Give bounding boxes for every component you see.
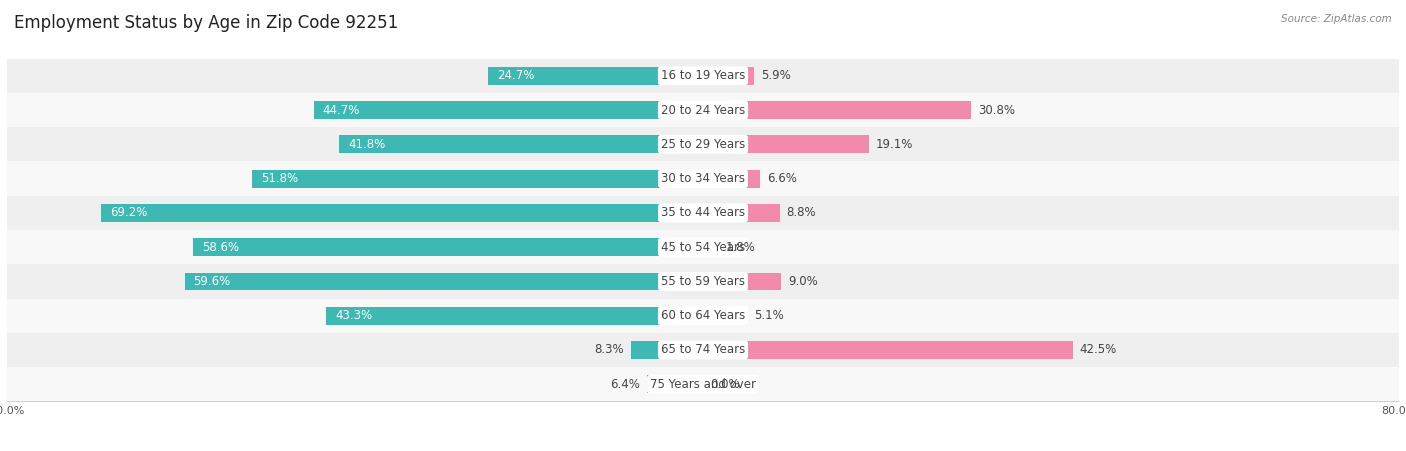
Text: 0.0%: 0.0% — [710, 378, 740, 391]
Text: 75 Years and over: 75 Years and over — [650, 378, 756, 391]
FancyBboxPatch shape — [7, 59, 1399, 93]
Text: 6.6%: 6.6% — [768, 172, 797, 185]
Text: 42.5%: 42.5% — [1080, 344, 1116, 356]
Text: 45 to 54 Years: 45 to 54 Years — [661, 241, 745, 253]
Text: 41.8%: 41.8% — [349, 138, 385, 151]
Text: 20 to 24 Years: 20 to 24 Years — [661, 104, 745, 116]
Bar — [703, 238, 718, 256]
Bar — [631, 341, 703, 359]
FancyBboxPatch shape — [7, 264, 1399, 299]
Text: 1.8%: 1.8% — [725, 241, 755, 253]
Bar — [703, 170, 761, 188]
Text: 8.3%: 8.3% — [595, 344, 624, 356]
Bar — [703, 101, 972, 119]
Text: 35 to 44 Years: 35 to 44 Years — [661, 207, 745, 219]
FancyBboxPatch shape — [7, 161, 1399, 196]
Text: 24.7%: 24.7% — [496, 69, 534, 82]
FancyBboxPatch shape — [7, 196, 1399, 230]
Bar — [703, 341, 1073, 359]
Text: Source: ZipAtlas.com: Source: ZipAtlas.com — [1281, 14, 1392, 23]
Text: 16 to 19 Years: 16 to 19 Years — [661, 69, 745, 82]
Bar — [703, 67, 755, 85]
Bar — [314, 101, 703, 119]
Bar — [184, 272, 703, 290]
Bar — [101, 204, 703, 222]
Bar — [252, 170, 703, 188]
FancyBboxPatch shape — [7, 333, 1399, 367]
Bar — [326, 307, 703, 325]
Legend: In Labor Force, Unemployed: In Labor Force, Unemployed — [598, 448, 808, 451]
Text: 44.7%: 44.7% — [323, 104, 360, 116]
FancyBboxPatch shape — [7, 127, 1399, 161]
FancyBboxPatch shape — [7, 93, 1399, 127]
FancyBboxPatch shape — [7, 230, 1399, 264]
Text: 5.9%: 5.9% — [761, 69, 792, 82]
Bar — [703, 135, 869, 153]
Text: 9.0%: 9.0% — [789, 275, 818, 288]
Text: 51.8%: 51.8% — [262, 172, 298, 185]
Bar — [703, 272, 782, 290]
Text: 25 to 29 Years: 25 to 29 Years — [661, 138, 745, 151]
Text: 43.3%: 43.3% — [335, 309, 373, 322]
Text: 59.6%: 59.6% — [193, 275, 231, 288]
Text: 6.4%: 6.4% — [610, 378, 640, 391]
Text: 19.1%: 19.1% — [876, 138, 914, 151]
Text: 65 to 74 Years: 65 to 74 Years — [661, 344, 745, 356]
Text: 30 to 34 Years: 30 to 34 Years — [661, 172, 745, 185]
Text: 69.2%: 69.2% — [110, 207, 148, 219]
Text: 58.6%: 58.6% — [202, 241, 239, 253]
Text: 8.8%: 8.8% — [786, 207, 815, 219]
Bar — [339, 135, 703, 153]
FancyBboxPatch shape — [7, 367, 1399, 401]
Text: Employment Status by Age in Zip Code 92251: Employment Status by Age in Zip Code 922… — [14, 14, 398, 32]
Text: 55 to 59 Years: 55 to 59 Years — [661, 275, 745, 288]
FancyBboxPatch shape — [7, 299, 1399, 333]
Text: 5.1%: 5.1% — [755, 309, 785, 322]
Bar — [647, 375, 703, 393]
Bar — [703, 204, 779, 222]
Bar — [488, 67, 703, 85]
Text: 30.8%: 30.8% — [979, 104, 1015, 116]
Text: 60 to 64 Years: 60 to 64 Years — [661, 309, 745, 322]
Bar — [193, 238, 703, 256]
Bar — [703, 307, 748, 325]
